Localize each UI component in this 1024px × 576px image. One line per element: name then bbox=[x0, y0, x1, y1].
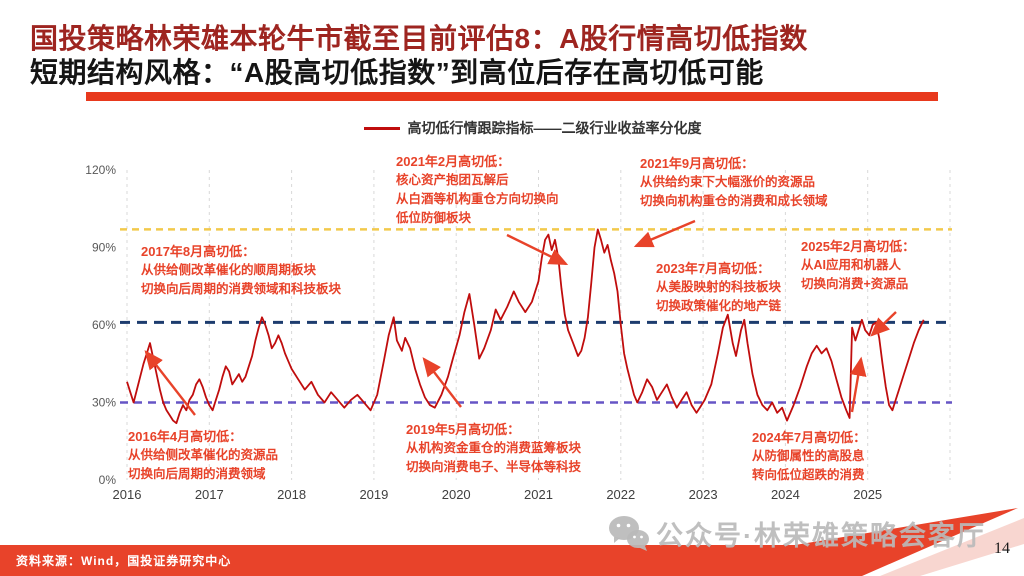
chart-area: 0% 30% 60% 90% 120% 2016 2017 2018 2019 2020 2021 2… bbox=[80, 112, 985, 517]
y-tick-label: 0% bbox=[99, 473, 117, 487]
legend-line-marker bbox=[363, 126, 400, 130]
annotation-arrow-hl-2016-04 bbox=[144, 350, 196, 416]
footer-band bbox=[0, 508, 1024, 576]
x-tick-label: 2021 bbox=[524, 487, 553, 502]
footer-red-polygon bbox=[0, 508, 1018, 576]
annotation-arrow-hl-2019-05 bbox=[422, 357, 462, 408]
y-tick-label: 60% bbox=[92, 318, 116, 332]
wechat-icon bbox=[609, 515, 649, 551]
slide-title-line1: 国投策略林荣雄本轮牛市截至目前评估8：A股行情高切低指数 bbox=[30, 23, 808, 54]
x-tick-label: 2018 bbox=[277, 487, 306, 502]
y-tick-label: 30% bbox=[92, 396, 116, 410]
annotation-arrow-hl-2021-02 bbox=[506, 233, 569, 266]
x-tick-label: 2016 bbox=[113, 487, 142, 502]
watermark: 公众号·林荣雄策略会客厅 bbox=[608, 514, 986, 553]
slide-title: 国投策略林荣雄本轮牛市截至目前评估8：A股行情高切低指数 短期结构风格：“A股高… bbox=[30, 22, 990, 90]
annotation-arrow-hl-2025-02 bbox=[870, 311, 897, 337]
watermark-text: 公众号·林荣雄策略会客厅 bbox=[656, 521, 986, 551]
slide-title-line2: 短期结构风格：“A股高切低指数”到高位后存在高切低可能 bbox=[30, 57, 764, 88]
page-number: 14 bbox=[994, 540, 1010, 557]
chart-series-line-0 bbox=[126, 228, 925, 425]
x-tick-label: 2022 bbox=[606, 487, 635, 502]
x-tick-label: 2017 bbox=[195, 487, 224, 502]
chart-legend: 高切低行情跟踪指标——二级行业收益率分化度 bbox=[80, 118, 985, 138]
source-note: 资料来源：Wind，国投证券研究中心 bbox=[16, 554, 232, 568]
x-tick-label: 2025 bbox=[853, 487, 882, 502]
y-tick-label: 120% bbox=[85, 163, 116, 177]
line-chart: 0% 30% 60% 90% 120% 2016 2017 2018 2019 2020 2021 2… bbox=[85, 163, 952, 502]
x-tick-label: 2024 bbox=[771, 487, 800, 502]
x-tick-label: 2020 bbox=[442, 487, 471, 502]
y-tick-label: 90% bbox=[92, 241, 116, 255]
annotation-arrow-hl-2021-09 bbox=[633, 219, 696, 248]
legend-label: 高切低行情跟踪指标——二级行业收益率分化度 bbox=[407, 120, 702, 136]
footer-decor-stripe bbox=[880, 518, 1024, 576]
x-tick-label: 2023 bbox=[689, 487, 718, 502]
title-underline-bar bbox=[86, 92, 938, 101]
annotation-arrow-hl-2024-07 bbox=[849, 356, 867, 413]
x-tick-label: 2019 bbox=[359, 487, 388, 502]
